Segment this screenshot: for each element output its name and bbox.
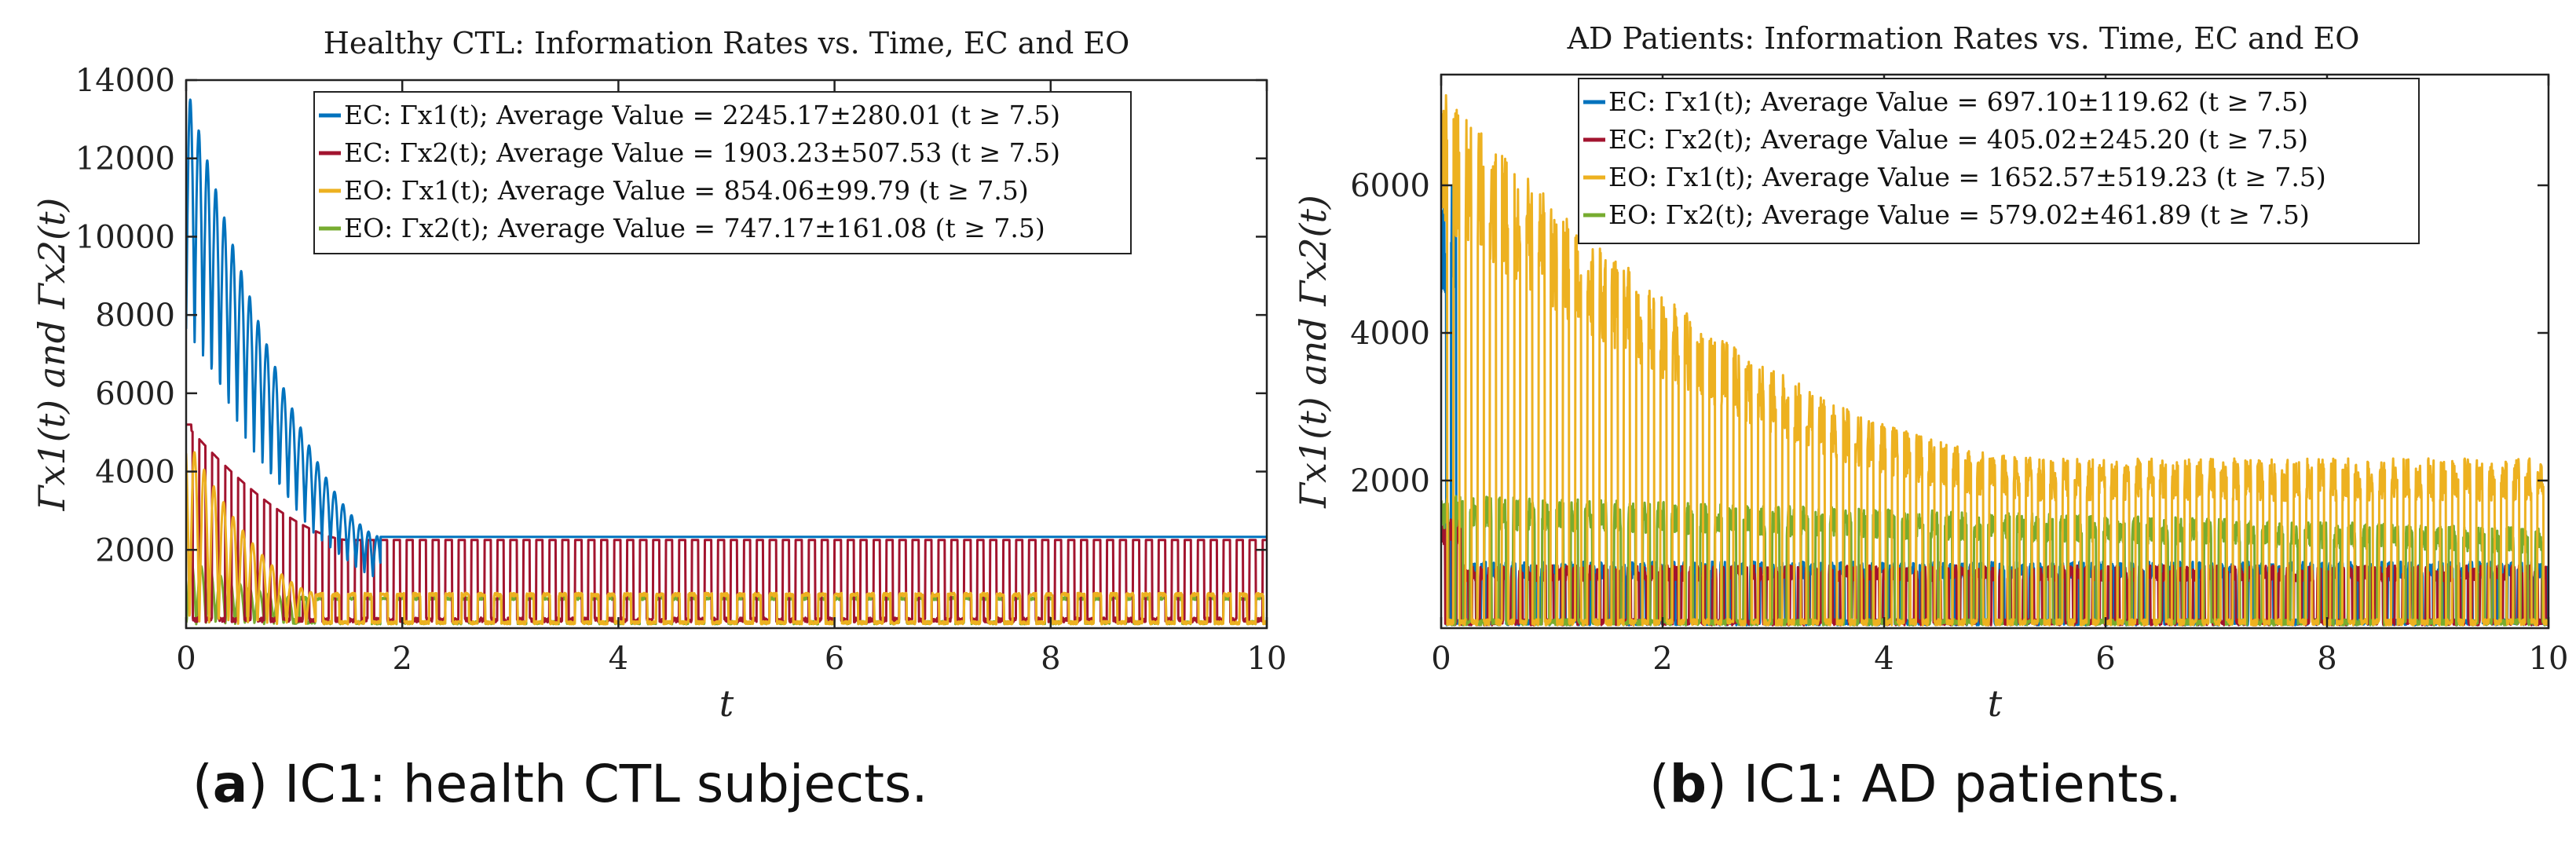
caption-b: (b) IC1: AD patients. [1649,754,2182,814]
y-tick-label: 4000 [1350,316,1430,352]
y-tick-label: 12000 [75,141,175,177]
y-tick-label: 6000 [95,376,175,412]
legend-entry: EO: Γx2(t); Average Value = 579.02±461.8… [1608,199,2310,230]
x-tick-label: 10 [1247,641,1287,677]
y-tick-label: 14000 [75,63,175,99]
chart-title: Healthy CTL: Information Rates vs. Time,… [324,26,1130,60]
x-tick-label: 2 [1652,641,1672,677]
series-group [186,98,1267,626]
y-tick-label: 2000 [95,532,175,568]
x-tick-label: 0 [176,641,196,677]
chart-panel-b: AD Patients: Information Rates vs. Time,… [1288,0,2576,848]
chart-a-svg: Healthy CTL: Information Rates vs. Time,… [31,26,1287,725]
legend-box [313,91,1132,254]
x-tick-label: 6 [825,641,844,677]
legend-entry: EC: Γx1(t); Average Value = 2245.17±280.… [344,100,1060,130]
x-tick-label: 0 [1431,641,1451,677]
chart-panel-a: Healthy CTL: Information Rates vs. Time,… [31,26,1287,814]
y-tick-label: 10000 [75,219,175,255]
series-line-1 [186,98,1267,578]
legend-entry: EC: Γx1(t); Average Value = 697.10±119.6… [1608,86,2308,117]
y-axis-label: Γx1(t) and Γx2(t) [31,198,73,512]
caption-a-letter: a [212,754,248,814]
chart-b-svg: AD Patients: Information Rates vs. Time,… [1292,21,2569,725]
x-axis-label: t [719,682,734,725]
legend-entry: EO: Γx1(t); Average Value = 1652.57±519.… [1608,162,2326,192]
caption-b-text: IC1: AD patients. [1743,754,2182,814]
x-tick-label: 10 [2529,641,2569,677]
plot-frame [185,79,1268,630]
y-tick-label: 8000 [95,298,175,334]
x-tick-label: 8 [2317,641,2336,677]
x-tick-label: 4 [1874,641,1894,677]
y-tick-label: 6000 [1350,168,1430,204]
legend-entry: EC: Γx2(t); Average Value = 405.02±245.2… [1608,124,2308,155]
caption-a-text: IC1: health CTL subjects. [284,754,928,814]
x-tick-label: 2 [392,641,412,677]
legend-box [1578,78,2420,244]
series-line-3 [186,451,1267,626]
chart-title: AD Patients: Information Rates vs. Time,… [1567,21,2360,56]
series-line-2 [186,423,1267,623]
plot-frame [1440,73,2550,630]
caption-b-letter: b [1669,754,1707,814]
y-tick-label: 4000 [95,455,175,491]
legend-entry: EO: Γx2(t); Average Value = 747.17±161.0… [344,213,1045,243]
legend-entry: EO: Γx1(t); Average Value = 854.06±99.79… [344,175,1029,206]
y-tick-label: 2000 [1350,463,1430,499]
legend-entry: EC: Γx2(t); Average Value = 1903.23±507.… [344,137,1060,168]
x-tick-label: 6 [2095,641,2115,677]
series-line-3 [1441,93,2549,627]
caption-a: (a) IC1: health CTL subjects. [192,754,928,814]
x-axis-label: t [1988,682,2003,725]
x-tick-label: 8 [1041,641,1060,677]
x-tick-label: 4 [609,641,628,677]
y-axis-label: Γx1(t) and Γx2(t) [1292,195,1334,509]
series-group [1441,93,2549,627]
